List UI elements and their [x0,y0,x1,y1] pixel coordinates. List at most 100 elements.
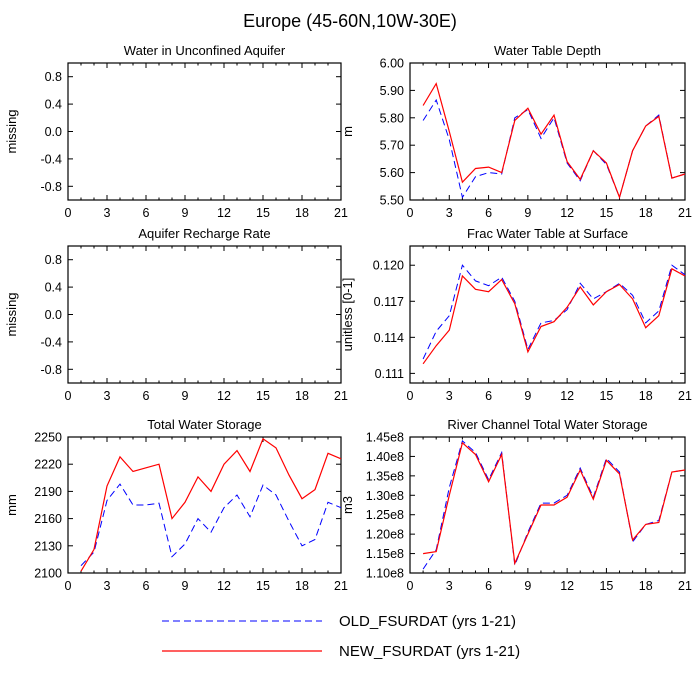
y-tick-label: 2220 [34,458,62,472]
x-tick-label: 21 [334,579,348,593]
legend: OLD_FSURDAT (yrs 1-21) NEW_FSURDAT (yrs … [162,613,520,660]
legend-old-label: OLD_FSURDAT (yrs 1-21) [339,613,516,630]
new-series-line [422,267,686,365]
y-tick-label: 0.120 [373,259,404,273]
x-tick-label: 18 [639,389,653,403]
y-tick-label: 1.45e8 [366,431,404,445]
x-tick-label: 9 [182,579,189,593]
y-tick-label: 1.15e8 [366,547,404,561]
x-tick-label: 21 [334,389,348,403]
y-axis-label: mm [4,494,19,516]
y-tick-label: 1.35e8 [366,469,404,483]
x-tick-label: 3 [104,389,111,403]
legend-new-label: NEW_FSURDAT (yrs 1-21) [339,643,520,660]
y-tick-label: 0.8 [45,70,62,84]
x-tick-label: 9 [524,389,531,403]
x-tick-label: 9 [524,579,531,593]
x-tick-label: 9 [182,389,189,403]
x-tick-label: 12 [217,579,231,593]
x-tick-label: 6 [143,579,150,593]
x-tick-label: 9 [524,206,531,220]
y-tick-label: 5.50 [380,194,404,208]
x-tick-label: 18 [639,579,653,593]
y-tick-label: -0.8 [40,363,62,377]
y-tick-label: 0.111 [375,367,404,381]
x-tick-label: 12 [560,579,574,593]
x-tick-label: 15 [599,579,613,593]
panel-5: Total Water Storage 0 3 6 9 12 15 18 21 2100 2130 2… [4,417,348,593]
x-tick-label: 15 [256,206,270,220]
y-tick-label: 1.20e8 [366,528,404,542]
x-tick-label: 6 [143,389,150,403]
x-tick-label: 12 [217,389,231,403]
x-tick-label: 18 [295,389,309,403]
y-tick-label: 5.90 [380,84,404,98]
x-tick-label: 15 [599,206,613,220]
x-tick-label: 0 [407,206,414,220]
y-tick-label: -0.8 [40,180,62,194]
panel-title: Water in Unconfined Aquifer [124,43,286,58]
x-tick-label: 21 [678,206,692,220]
y-tick-label: 0.4 [45,281,62,295]
y-tick-label: 0.0 [45,125,62,139]
y-tick-label: 1.25e8 [366,508,404,522]
plot-frame [67,62,342,201]
new-series-line [80,437,342,572]
x-tick-label: 3 [446,206,453,220]
x-tick-label: 0 [407,389,414,403]
x-tick-label: 18 [295,579,309,593]
plot-frame [409,436,686,574]
x-tick-label: 0 [407,579,414,593]
y-tick-label: 2130 [34,539,62,553]
y-tick-label: 0.8 [45,253,62,267]
x-tick-label: 15 [256,579,270,593]
y-tick-label: 5.70 [380,139,404,153]
panel-6: River Channel Total Water Storage 0 3 6 9 12 1… [340,417,692,593]
plot-frame [67,245,342,384]
x-tick-label: 9 [182,206,189,220]
figure-title: Europe (45-60N,10W-30E) [243,11,457,31]
x-tick-label: 21 [678,389,692,403]
y-axis-label: missing [4,109,19,153]
x-tick-label: 3 [446,389,453,403]
x-tick-label: 6 [485,389,492,403]
y-axis-label: unitless [0-1] [340,278,355,352]
y-tick-label: 1.40e8 [366,450,404,464]
old-series-line [422,264,686,360]
x-tick-label: 3 [446,579,453,593]
x-tick-label: 0 [65,389,72,403]
panel-1: Water in Unconfined Aquifer 0 3 6 9 12 15 18 21 -… [4,43,348,220]
y-tick-label: 2250 [34,431,62,445]
x-tick-label: 15 [599,389,613,403]
y-tick-label: 1.10e8 [366,567,404,581]
x-tick-label: 6 [143,206,150,220]
y-tick-label: 2160 [34,512,62,526]
panel-3: Aquifer Recharge Rate 0 3 6 9 12 15 18 21 -0.8 -0.… [4,226,348,403]
y-tick-label: 6.00 [380,57,404,71]
panel-4: Frac Water Table at Surface 0 3 6 9 12 15 18 21 0… [340,226,692,403]
x-tick-label: 6 [485,579,492,593]
panel-title: Water Table Depth [494,43,601,58]
y-tick-label: 2100 [34,567,62,581]
y-axis-label: missing [4,292,19,336]
panel-title: Aquifer Recharge Rate [138,226,270,241]
y-tick-label: 1.30e8 [366,489,404,503]
plot-frame [67,436,342,574]
panel-2: Water Table Depth 0 3 6 9 12 15 18 21 5.50 5.60 5.7… [340,43,692,220]
plot-frame [409,62,686,201]
plot-frame [409,245,686,384]
x-tick-label: 6 [485,206,492,220]
panel-title: Total Water Storage [147,417,261,432]
old-series-line [80,483,342,567]
new-series-line [422,82,686,200]
y-tick-label: -0.4 [40,152,62,166]
y-tick-label: 0.114 [374,331,404,345]
y-tick-label: 5.80 [380,111,404,125]
x-tick-label: 12 [217,206,231,220]
y-axis-label: m3 [340,496,355,514]
y-tick-label: -0.4 [40,335,62,349]
y-tick-label: 2190 [34,485,62,499]
x-tick-label: 18 [295,206,309,220]
x-tick-label: 0 [65,579,72,593]
